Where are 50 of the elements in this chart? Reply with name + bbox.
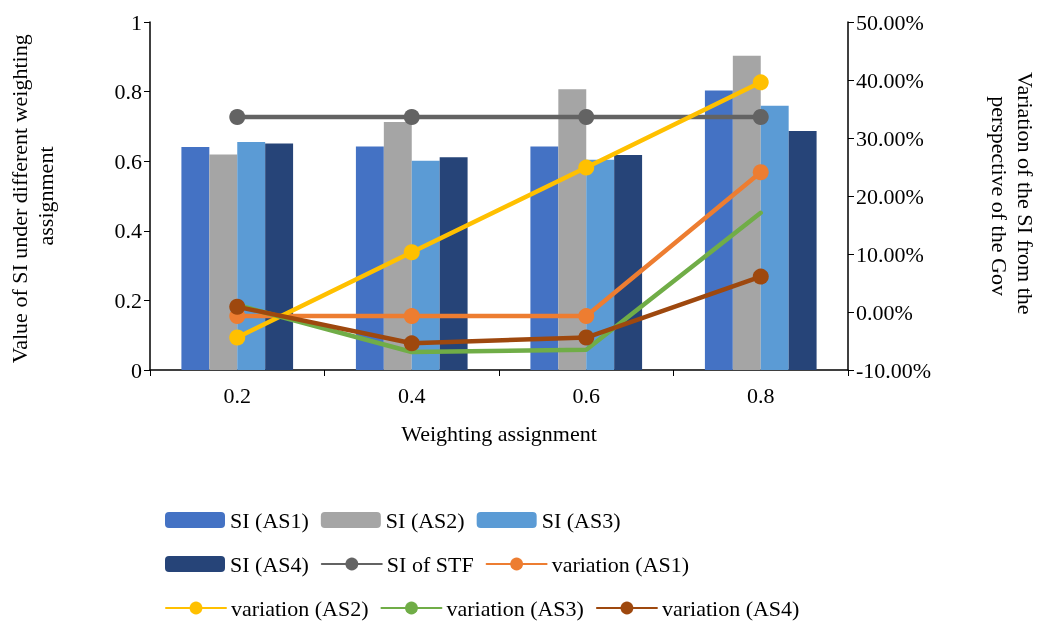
legend-label: variation (AS1) <box>551 551 690 577</box>
y2-tick-label: -10.00% <box>856 357 932 383</box>
y-tick-label: 0.6 <box>114 148 142 174</box>
y2-tick-label: 40.00% <box>856 67 924 93</box>
x-axis-title: Weighting assignment <box>401 420 597 446</box>
legend-label: SI (AS1) <box>230 507 309 533</box>
y-tick-label: 0.8 <box>114 79 142 105</box>
point <box>229 329 246 346</box>
legend-label: variation (AS2) <box>231 595 369 621</box>
legend-label: SI of STF <box>386 551 474 577</box>
y2-axis-title: Variation of the SI from the perspective of the Gov <box>986 71 1038 321</box>
y2-tick-label: 20.00% <box>856 183 924 209</box>
point <box>403 244 420 261</box>
x-tick-label: 0.8 <box>747 382 775 408</box>
legend-label: SI (AS4) <box>230 551 309 577</box>
bar <box>614 154 643 370</box>
legend-label: SI (AS3) <box>541 507 621 533</box>
bar <box>209 154 238 370</box>
y-tick-label: 1 <box>131 9 142 35</box>
x-tick-label: 0.6 <box>572 382 600 408</box>
point <box>229 298 246 315</box>
point <box>578 329 595 346</box>
point <box>578 159 595 176</box>
y-tick-label: 0.2 <box>114 287 142 313</box>
point <box>752 164 769 181</box>
x-tick-label: 0.2 <box>223 382 251 408</box>
point <box>578 308 595 325</box>
y-tick-label: 0.4 <box>114 218 142 244</box>
legend-label: variation (AS3) <box>446 595 584 621</box>
bar <box>760 105 789 370</box>
bar <box>355 146 384 370</box>
y2-tick-label: 0.00% <box>856 299 913 325</box>
x-tick-label: 0.4 <box>398 382 426 408</box>
bar <box>439 157 468 370</box>
point <box>752 74 769 91</box>
point <box>752 268 769 285</box>
bar <box>788 130 817 370</box>
point <box>403 308 420 325</box>
bar <box>530 146 559 370</box>
legend-label: SI (AS2) <box>385 507 465 533</box>
bar <box>181 146 210 370</box>
y2-tick-label: 30.00% <box>856 125 924 151</box>
y2-tick-label: 10.00% <box>856 241 924 267</box>
bar <box>265 143 294 370</box>
y-axis-title: Value of SI under different weighting assignment <box>6 28 58 364</box>
y-tick-label: 0 <box>131 357 142 383</box>
legend-label: variation (AS4) <box>661 595 800 621</box>
bar <box>237 142 266 370</box>
y2-tick-label: 50.00% <box>856 9 924 35</box>
point <box>403 335 420 352</box>
